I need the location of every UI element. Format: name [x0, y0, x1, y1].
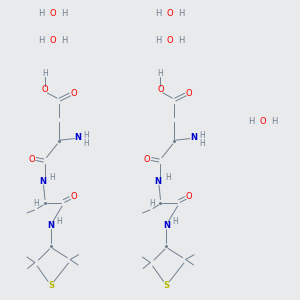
Text: H: H	[149, 200, 155, 208]
Text: H: H	[83, 139, 89, 148]
Text: O: O	[70, 88, 77, 98]
Text: N: N	[47, 220, 55, 230]
Text: O: O	[166, 9, 173, 18]
Text: H: H	[271, 117, 277, 126]
Text: H: H	[56, 217, 62, 226]
Text: N: N	[39, 177, 46, 186]
Text: N: N	[163, 220, 170, 230]
Text: H: H	[61, 36, 67, 45]
Text: N: N	[74, 134, 82, 142]
Text: H: H	[50, 173, 56, 182]
Text: O: O	[259, 117, 266, 126]
Text: O: O	[49, 9, 56, 18]
Text: O: O	[186, 88, 192, 98]
Text: O: O	[157, 85, 164, 94]
Text: H: H	[38, 9, 44, 18]
Text: H: H	[248, 117, 254, 126]
Text: O: O	[166, 36, 173, 45]
Text: H: H	[178, 36, 184, 45]
Text: O: O	[42, 85, 48, 94]
Text: N: N	[154, 177, 162, 186]
Text: O: O	[70, 192, 77, 201]
Text: H: H	[42, 69, 48, 78]
Text: H: H	[199, 130, 205, 140]
Text: O: O	[28, 154, 35, 164]
Text: S: S	[164, 280, 169, 290]
Text: H: H	[83, 130, 89, 140]
Text: H: H	[199, 139, 205, 148]
Text: H: H	[155, 9, 161, 18]
Text: H: H	[38, 36, 44, 45]
Text: O: O	[186, 192, 192, 201]
Text: H: H	[172, 217, 178, 226]
Text: H: H	[165, 173, 171, 182]
Text: H: H	[178, 9, 184, 18]
Text: H: H	[158, 69, 164, 78]
Text: H: H	[34, 200, 40, 208]
Text: S: S	[48, 280, 54, 290]
Text: O: O	[144, 154, 150, 164]
Text: N: N	[190, 134, 197, 142]
Text: H: H	[155, 36, 161, 45]
Text: O: O	[49, 36, 56, 45]
Text: H: H	[61, 9, 67, 18]
